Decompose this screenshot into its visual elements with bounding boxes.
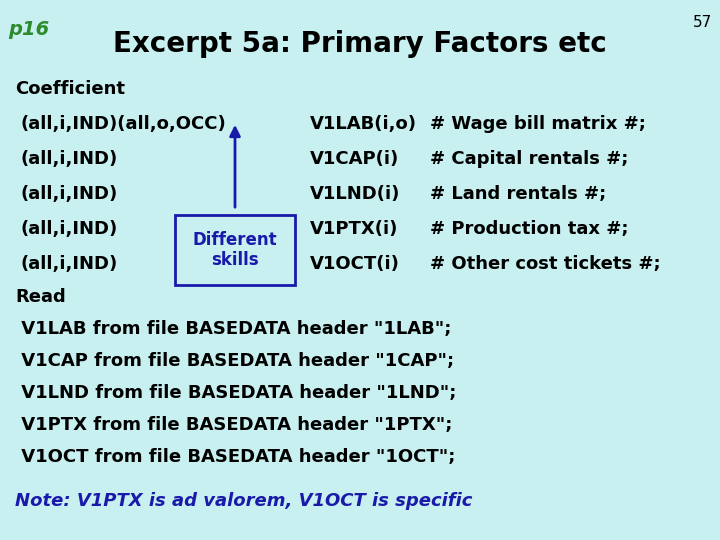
Text: Note: V1PTX is ad valorem, V1OCT is specific: Note: V1PTX is ad valorem, V1OCT is spec… xyxy=(15,492,472,510)
Text: (all,i,IND): (all,i,IND) xyxy=(20,255,117,273)
Text: (all,i,IND): (all,i,IND) xyxy=(20,220,117,238)
Text: (all,i,IND): (all,i,IND) xyxy=(20,150,117,168)
Text: V1LND(i): V1LND(i) xyxy=(310,185,400,203)
Text: V1LAB from file BASEDATA header "1LAB";: V1LAB from file BASEDATA header "1LAB"; xyxy=(15,320,451,338)
Text: 57: 57 xyxy=(693,15,712,30)
Text: Coefficient: Coefficient xyxy=(15,80,125,98)
Text: Read: Read xyxy=(15,288,66,306)
Text: # Other cost tickets #;: # Other cost tickets #; xyxy=(430,255,661,273)
Text: # Capital rentals #;: # Capital rentals #; xyxy=(430,150,629,168)
Text: # Production tax #;: # Production tax #; xyxy=(430,220,629,238)
Text: V1CAP(i): V1CAP(i) xyxy=(310,150,400,168)
Text: Different
skills: Different skills xyxy=(193,231,277,269)
Text: V1PTX(i): V1PTX(i) xyxy=(310,220,398,238)
Text: V1LND from file BASEDATA header "1LND";: V1LND from file BASEDATA header "1LND"; xyxy=(15,384,456,402)
Text: V1CAP from file BASEDATA header "1CAP";: V1CAP from file BASEDATA header "1CAP"; xyxy=(15,352,454,370)
Bar xyxy=(175,215,295,285)
Text: Excerpt 5a: Primary Factors etc: Excerpt 5a: Primary Factors etc xyxy=(113,30,607,58)
Text: # Land rentals #;: # Land rentals #; xyxy=(430,185,606,203)
Text: # Wage bill matrix #;: # Wage bill matrix #; xyxy=(430,115,646,133)
Text: V1LAB(i,o): V1LAB(i,o) xyxy=(310,115,417,133)
Text: p16: p16 xyxy=(8,20,49,39)
Text: V1OCT from file BASEDATA header "1OCT";: V1OCT from file BASEDATA header "1OCT"; xyxy=(15,448,455,466)
Text: V1PTX from file BASEDATA header "1PTX";: V1PTX from file BASEDATA header "1PTX"; xyxy=(15,416,452,434)
Text: (all,i,IND)(all,o,OCC): (all,i,IND)(all,o,OCC) xyxy=(20,115,226,133)
Text: (all,i,IND): (all,i,IND) xyxy=(20,185,117,203)
Text: V1OCT(i): V1OCT(i) xyxy=(310,255,400,273)
